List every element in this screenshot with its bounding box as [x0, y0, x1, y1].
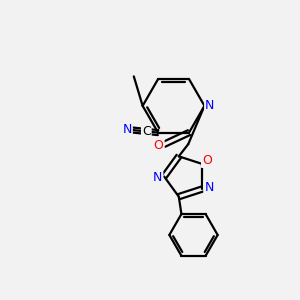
- Text: N: N: [153, 172, 162, 184]
- Text: O: O: [154, 140, 164, 152]
- Text: N: N: [122, 123, 132, 136]
- Text: C: C: [142, 124, 151, 138]
- Text: N: N: [204, 181, 214, 194]
- Text: O: O: [202, 154, 212, 167]
- Text: N: N: [205, 99, 214, 112]
